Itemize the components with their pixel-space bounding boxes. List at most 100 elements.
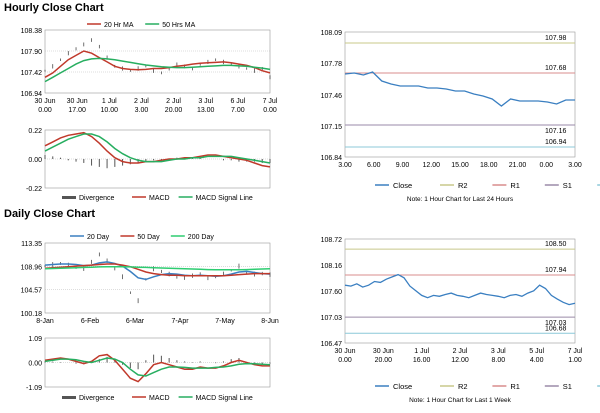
daily-price-x-tick-label: 8-Jun [261, 318, 279, 325]
daily-week-legend-label: R2 [458, 382, 468, 391]
hourly-price-x-tick-label: 30 Jun [34, 98, 55, 105]
daily-price-series-20-day [44, 261, 271, 281]
daily-week-x-tick-label: 8.00 [492, 357, 506, 364]
daily-week-legend-label: S1 [563, 382, 572, 391]
daily-week-x-tick-label: 3 Jul [491, 348, 506, 355]
hourly-24h-note: Note: 1 Hour Chart for Last 24 Hours [407, 196, 514, 203]
hourly-24h-level-label-s1: 107.16 [545, 128, 567, 135]
daily-week-x-tick-label: 12.00 [451, 357, 469, 364]
daily-week-legend-label: Close [393, 382, 412, 391]
daily-price-series-200-day [44, 265, 271, 271]
hourly-price-x-tick-label: 7.00 [231, 107, 245, 114]
legend-label: 20 Hr MA [104, 22, 134, 29]
hourly-price-series-50-hrs-ma [44, 57, 271, 83]
hourly-price-x-tick-label: 0.00 [38, 107, 52, 114]
legend-label: 200 Day [188, 234, 215, 241]
hourly-price-y-tick-label: 108.38 [21, 28, 43, 35]
daily-week-x-tick-label: 7 Jul [568, 348, 583, 355]
daily-week-y-tick-label: 106.47 [321, 341, 343, 348]
hourly-24h-frame [344, 31, 576, 158]
hourly-24h-y-tick-label: 108.09 [321, 30, 343, 37]
daily-price-x-tick-label: 6-Feb [81, 318, 99, 325]
hourly-24h-x-tick-label: 18.00 [480, 162, 498, 169]
hourly-24h-x-tick-label: 12.00 [422, 162, 440, 169]
hourly-price-x-tick-label: 0.00 [263, 107, 277, 114]
daily-week-level-label-s2: 106.68 [545, 325, 567, 332]
hourly-24h-y-tick-label: 107.78 [321, 61, 343, 68]
daily-macd-y-tick-label: 0.00 [28, 361, 42, 368]
hourly-24h-x-tick-label: 3.00 [338, 162, 352, 169]
legend-swatch-divergence [62, 396, 76, 399]
legend-label: MACD Signal Line [196, 195, 253, 202]
legend-label: MACD [149, 195, 170, 202]
legend-label: MACD Signal Line [196, 395, 253, 402]
hourly-24h-y-tick-label: 106.84 [321, 155, 343, 162]
daily-section-title: Daily Close Chart [4, 208, 96, 220]
hourly-price-x-tick-label: 7 Jul [263, 98, 278, 105]
daily-week-x-tick-label: 4.00 [530, 357, 544, 364]
hourly-24h-x-tick-label: 0.00 [539, 162, 553, 169]
hourly-price-series-20-hr-ma [44, 50, 271, 78]
hourly-section-title: Hourly Close Chart [4, 2, 104, 14]
hourly-price-y-tick-label: 107.90 [21, 49, 43, 56]
hourly-24h-y-tick-label: 107.46 [321, 93, 343, 100]
legend-label: MACD [149, 395, 170, 402]
hourly-24h-x-tick-label: 21.00 [509, 162, 527, 169]
daily-week-close-line [344, 273, 576, 306]
daily-week-y-tick-label: 108.16 [321, 263, 343, 270]
daily-price-x-tick-label: 7-Apr [171, 318, 189, 325]
hourly-24h-legend-label: Close [393, 181, 412, 190]
hourly-price-x-tick-label: 3 Jul [198, 98, 213, 105]
daily-macd-series-macd-signal-line [44, 357, 271, 377]
hourly-price-x-tick-label: 20.00 [165, 107, 183, 114]
daily-week-level-label-r1: 107.94 [545, 267, 567, 274]
hourly-24h-legend-label: R2 [458, 181, 468, 190]
daily-week-x-tick-label: 20.00 [375, 357, 393, 364]
daily-week-y-tick-label: 107.60 [321, 289, 343, 296]
daily-price-x-tick-label: 8-Jan [36, 318, 54, 325]
daily-price-y-tick-label: 100.18 [21, 311, 43, 318]
daily-week-x-tick-label: 0.00 [338, 357, 352, 364]
daily-macd-y-tick-label: 1.09 [28, 336, 42, 343]
hourly-price-frame [44, 29, 271, 94]
daily-week-x-tick-label: 1.00 [568, 357, 582, 364]
hourly-24h-level-label-r2: 107.98 [545, 35, 567, 42]
daily-week-y-tick-label: 108.72 [321, 237, 343, 244]
hourly-price-x-tick-label: 1 Jul [102, 98, 117, 105]
hourly-price-x-tick-label: 17.00 [68, 107, 86, 114]
legend-swatch-divergence [62, 196, 76, 199]
hourly-24h-close-line [344, 71, 575, 107]
hourly-price-x-tick-label: 2 Jul [134, 98, 149, 105]
daily-week-frame [344, 238, 576, 344]
hourly-price-x-tick-label: 3.00 [135, 107, 149, 114]
daily-macd-y-tick-label: -1.09 [26, 385, 42, 392]
legend-label: 50 Day [137, 234, 160, 241]
daily-price-x-tick-label: 7-May [215, 318, 235, 325]
hourly-price-x-tick-label: 30 Jun [67, 98, 88, 105]
hourly-price-y-tick-label: 106.94 [21, 91, 43, 98]
legend-label: Divergence [79, 195, 115, 202]
hourly-price-x-tick-label: 13.00 [197, 107, 215, 114]
legend-label: 50 Hrs MA [162, 22, 195, 29]
hourly-price-x-tick-label: 6 Jul [230, 98, 245, 105]
hourly-price-x-tick-label: 10.00 [101, 107, 119, 114]
hourly-24h-x-tick-label: 3.00 [568, 162, 582, 169]
daily-macd-series-macd [44, 353, 270, 383]
hourly-macd-series-macd-signal-line [44, 133, 271, 164]
hourly-24h-legend-label: R1 [510, 181, 520, 190]
daily-price-series-50-day [44, 263, 270, 277]
hourly-24h-legend-label: S1 [563, 181, 572, 190]
hourly-macd-y-tick-label: 0.00 [28, 157, 42, 164]
hourly-24h-x-tick-label: 9.00 [396, 162, 410, 169]
daily-price-y-tick-label: 108.96 [21, 264, 43, 271]
legend-label: 20 Day [87, 234, 110, 241]
daily-week-x-tick-label: 5 Jul [529, 348, 544, 355]
daily-week-note: Note: 1 Hour Chart for Last 1 Week [409, 397, 512, 404]
daily-price-y-tick-label: 113.35 [21, 241, 42, 248]
hourly-macd-y-tick-label: -0.22 [26, 186, 42, 193]
hourly-24h-y-tick-label: 107.15 [321, 124, 343, 131]
legend-label: Divergence [79, 395, 115, 402]
daily-price-y-tick-label: 104.57 [21, 288, 43, 295]
daily-week-y-tick-label: 107.03 [321, 315, 343, 322]
